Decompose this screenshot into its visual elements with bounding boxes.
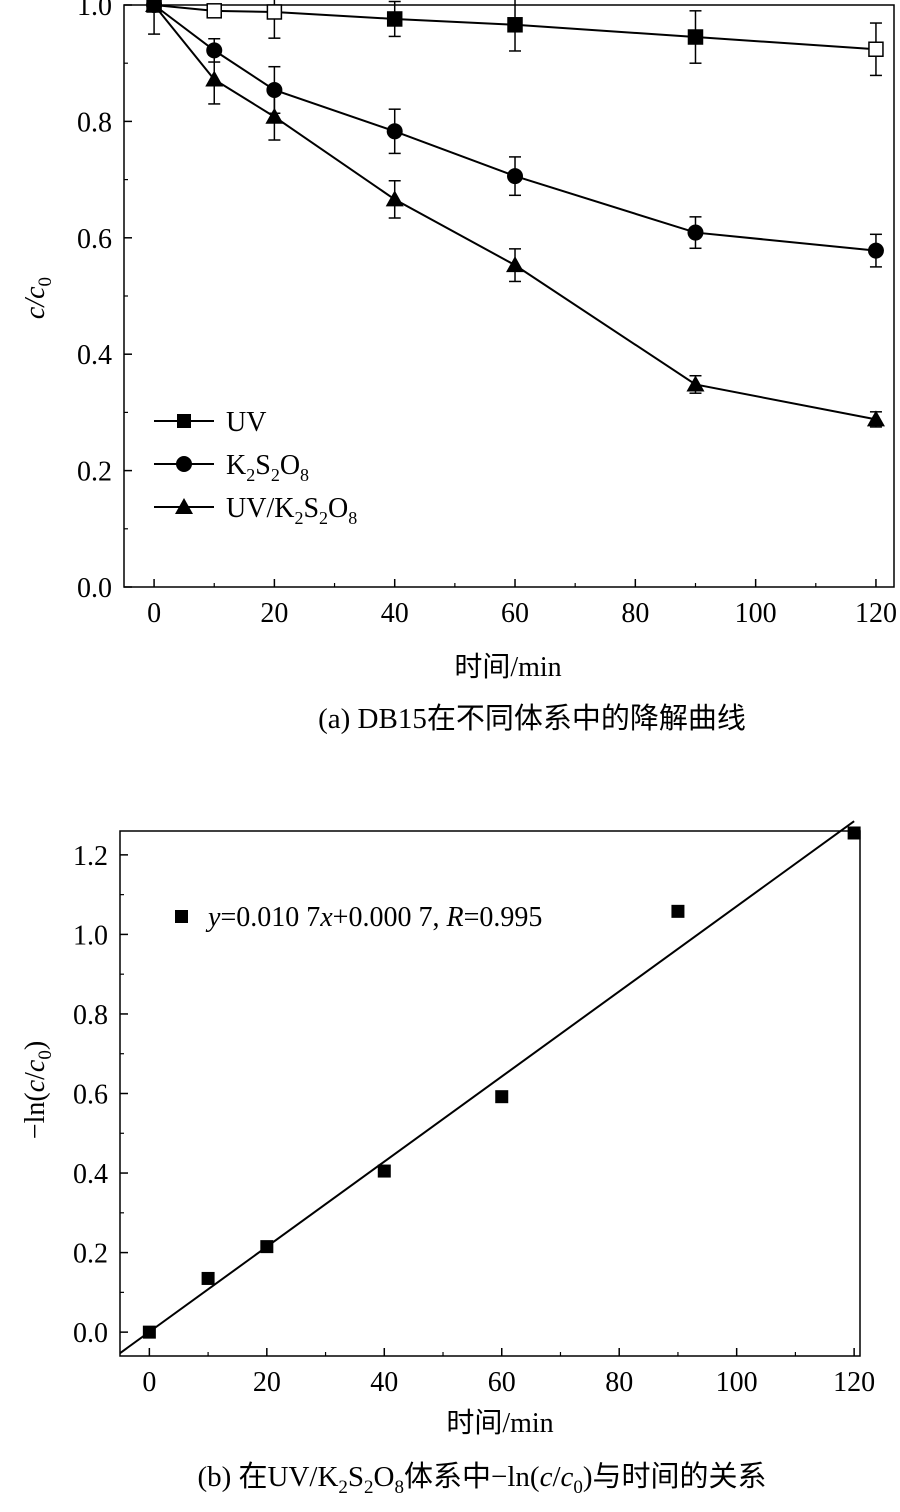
legend-label-k2s2o8: K2S2O8 [226, 450, 309, 485]
panel-a-ticks: 0 20 40 60 80 100 120 0.0 0.2 0.4 0.6 0.8 1.0 [77, 0, 897, 629]
data-point-uv-k2s2o8 [385, 190, 404, 207]
panel-b-ytick-label: 1.0 [73, 920, 108, 951]
panel-a-xlabel: 时间/min [454, 651, 561, 683]
series-line-uv-k2s2o8 [153, 4, 877, 421]
data-point-uv [206, 3, 222, 19]
panel-a-ylabel: c/c0 [20, 277, 56, 319]
panel-b-xtick-label: 60 [488, 1367, 516, 1398]
data-point-uv-k2s2o8 [145, 0, 164, 12]
panel-a-xtick-label: 60 [501, 598, 529, 629]
panel-a-ytick-label: 0.8 [77, 107, 112, 138]
legend-label-uv: UV [226, 407, 266, 438]
legend-label-uv-k2s2o8: UV/K2S2O8 [226, 493, 357, 528]
data-point-ln [377, 1164, 391, 1178]
panel-a-legend: UV K2S2O8 UV/K2S2O8 [154, 407, 357, 528]
panel-b-xtick-label: 100 [716, 1367, 758, 1398]
data-point-ln [495, 1090, 509, 1104]
data-point-uv [507, 17, 523, 33]
data-point-ln [260, 1240, 274, 1254]
panel-b-legend: y=0.010 7x+0.000 7, R=0.995 [175, 902, 542, 933]
panel-b-kinetics-chart: 0 20 40 60 80 100 120 0.0 0.2 0.4 0.6 0.8 1.0 1.2 −ln… [20, 820, 875, 1498]
panel-b-ytick-label: 0.4 [73, 1159, 108, 1190]
legend-marker-k2s2o8 [176, 456, 192, 472]
panel-b-ytick-label: 0.0 [73, 1318, 108, 1349]
data-point-uv-k2s2o8 [686, 375, 705, 392]
data-point-ln [671, 904, 685, 918]
panel-b-ytick-label: 0.2 [73, 1239, 108, 1270]
panel-b-series [119, 820, 861, 1354]
fit-line [119, 820, 855, 1354]
panel-a-ytick-label: 0.0 [77, 573, 112, 604]
legend-marker-fit [175, 910, 188, 923]
panel-a-ytick-label: 0.6 [77, 224, 112, 255]
panel-b-ytick-label: 1.2 [73, 841, 108, 872]
data-point-k2s2o8 [507, 168, 524, 185]
data-point-uv-k2s2o8 [205, 70, 224, 87]
panel-b-xtick-label: 20 [253, 1367, 281, 1398]
panel-b-ylabel: −ln(c/c0) [20, 1041, 56, 1139]
panel-b-ticks: 0 20 40 60 80 100 120 0.0 0.2 0.4 0.6 0.8 1.0 1.2 [73, 841, 875, 1398]
panel-a-xtick-label: 100 [735, 598, 777, 629]
panel-a-series [145, 0, 885, 428]
panel-b-xtick-label: 0 [142, 1367, 156, 1398]
panel-b-xtick-label: 40 [370, 1367, 398, 1398]
data-point-ln [142, 1325, 156, 1339]
data-point-uv [868, 41, 884, 57]
panel-a-ytick-label: 0.4 [77, 340, 112, 371]
data-point-uv [386, 11, 403, 27]
data-point-ln [201, 1271, 215, 1285]
panel-b-ytick-label: 0.8 [73, 1000, 108, 1031]
legend-item-k2s2o8: K2S2O8 [154, 450, 309, 485]
panel-a-xtick-label: 80 [621, 598, 649, 629]
data-point-uv-k2s2o8 [866, 410, 885, 427]
data-point-k2s2o8 [386, 123, 403, 140]
legend-item-uv-k2s2o8: UV/K2S2O8 [154, 493, 357, 528]
legend-item-uv: UV [154, 407, 266, 438]
data-point-k2s2o8 [687, 224, 704, 241]
data-point-uv-k2s2o8 [265, 107, 284, 124]
panel-b-ytick-label: 0.6 [73, 1080, 108, 1111]
data-point-ln [847, 826, 861, 840]
panel-a-degradation-chart: 0 20 40 60 80 100 120 0.0 0.2 0.4 0.6 0.8 1.0 c/c0 时… [20, 0, 897, 735]
panel-a-ytick-label: 1.0 [77, 0, 112, 22]
legend-marker-uv-k2s2o8 [175, 498, 193, 514]
panel-b-caption: (b) 在UV/K2S2O8体系中−ln(c/c0)与时间的关系 [197, 1460, 766, 1498]
data-point-uv [266, 4, 283, 20]
panel-a-ytick-label: 0.2 [77, 457, 112, 488]
data-point-k2s2o8 [867, 242, 884, 259]
data-point-uv [687, 29, 704, 45]
panel-b-xtick-label: 80 [605, 1367, 633, 1398]
panel-b-xlabel: 时间/min [446, 1407, 553, 1439]
panel-a-xtick-label: 120 [855, 598, 897, 629]
data-point-uv-k2s2o8 [506, 256, 525, 273]
panel-a-caption: (a) DB15在不同体系中的降解曲线 [318, 702, 746, 735]
panel-a-xtick-label: 40 [381, 598, 409, 629]
panel-a-xtick-label: 20 [260, 598, 288, 629]
panel-a-xtick-label: 0 [147, 598, 161, 629]
panel-b-xtick-label: 120 [833, 1367, 875, 1398]
legend-label-fit: y=0.010 7x+0.000 7, R=0.995 [205, 902, 542, 933]
legend-marker-uv [177, 414, 191, 428]
